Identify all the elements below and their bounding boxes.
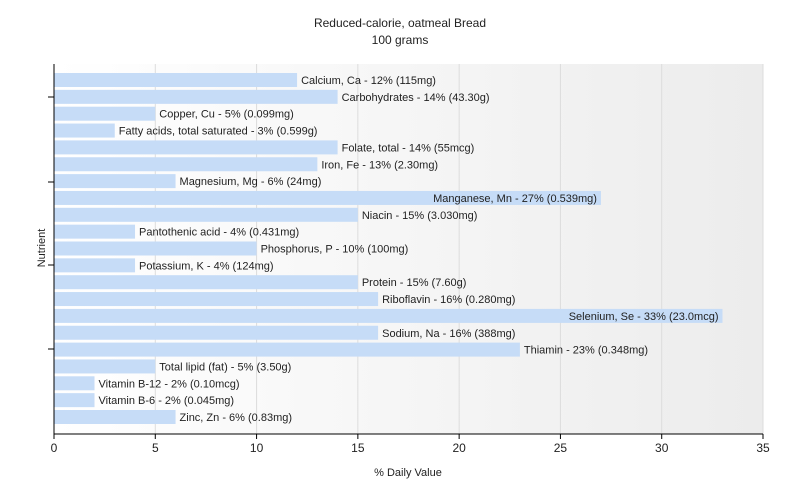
x-tick-label: 30 — [655, 441, 669, 455]
bar-label: Sodium, Na - 16% (388mg) — [382, 328, 515, 340]
bar-label: Magnesium, Mg - 6% (24mg) — [180, 176, 322, 188]
x-tick-label: 0 — [51, 441, 58, 455]
bar — [54, 308, 723, 323]
bar — [54, 106, 156, 121]
bar — [54, 241, 257, 256]
bar-label: Pantothenic acid - 4% (0.431mg) — [139, 227, 299, 239]
bar — [54, 140, 338, 155]
bar-label: Potassium, K - 4% (124mg) — [139, 260, 274, 272]
bar-label: Total lipid (fat) - 5% (3.50g) — [159, 361, 291, 373]
bar-label: Niacin - 15% (3.030mg) — [362, 210, 478, 222]
bar — [54, 376, 95, 391]
bar — [54, 325, 379, 340]
bars: Calcium, Ca - 12% (115mg) Carbohydrates -… — [54, 73, 723, 424]
bar-label: Zinc, Zn - 6% (0.83mg) — [180, 412, 292, 424]
gridlines — [154, 64, 764, 434]
chart-title: Reduced-calorie, oatmeal Bread — [314, 16, 486, 30]
bar-label: Riboflavin - 16% (0.280mg) — [382, 294, 515, 306]
bar-label: Folate, total - 14% (55mcg) — [342, 142, 475, 154]
x-tick-label: 10 — [250, 441, 264, 455]
bar-label: Carbohydrates - 14% (43.30g) — [342, 92, 490, 104]
bar — [54, 73, 298, 87]
bar-label: Calcium, Ca - 12% (115mg) — [301, 75, 436, 87]
bar-label: Fatty acids, total saturated - 3% (0.599… — [119, 126, 318, 138]
bar — [54, 190, 601, 205]
x-tick-label: 35 — [756, 441, 770, 455]
bar-label: Vitamin B-12 - 2% (0.10mcg) — [99, 378, 240, 390]
x-tick-label: 25 — [554, 441, 568, 455]
bar-label: Iron, Fe - 13% (2.30mg) — [321, 159, 438, 171]
bar-label: Copper, Cu - 5% (0.099mg) — [159, 109, 294, 121]
x-tick-label: 15 — [351, 441, 365, 455]
bar-label: Vitamin B-6 - 2% (0.045mg) — [99, 395, 235, 407]
bar — [54, 174, 176, 189]
bar-label: Selenium, Se - 33% (23.0mcg) — [569, 311, 719, 323]
bar — [54, 292, 379, 307]
bar — [54, 123, 115, 138]
bar — [54, 275, 358, 290]
x-tick-label: 20 — [452, 441, 466, 455]
x-tick-label: 5 — [152, 441, 159, 455]
bar — [54, 393, 95, 408]
bar-label: Thiamin - 23% (0.348mg) — [524, 345, 648, 357]
bar — [54, 89, 338, 104]
bar-label: Manganese, Mn - 27% (0.539mg) — [433, 193, 597, 205]
bar — [54, 359, 156, 374]
bar — [54, 207, 358, 222]
bar — [54, 157, 318, 172]
bar — [54, 258, 136, 273]
bar — [54, 224, 136, 239]
bar — [54, 342, 520, 357]
axes: 0 5 10 15 20 25 30 35 — [48, 64, 770, 455]
bar-label: Protein - 15% (7.60g) — [362, 277, 467, 289]
x-axis-title: % Daily Value — [374, 467, 442, 479]
y-axis-title: Nutrient — [36, 229, 48, 268]
bar — [54, 410, 176, 424]
bar-label: Phosphorus, P - 10% (100mg) — [261, 244, 409, 256]
chart-subtitle: 100 grams — [372, 33, 429, 47]
